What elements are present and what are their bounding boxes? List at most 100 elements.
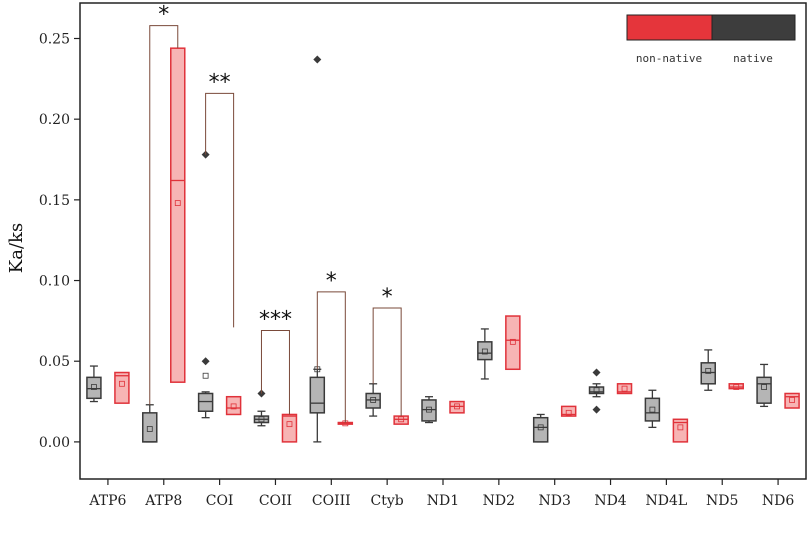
y-tick-label: 0.05 [39,354,70,370]
legend-swatch-native [711,14,796,41]
box-mean-marker [705,367,712,374]
x-tick-label: ND4 [594,493,626,509]
non-native-series [114,47,800,443]
box-mean-marker [565,409,572,416]
y-axis: 0.00 0.05 0.10 0.15 0.20 0.25 [39,31,80,451]
box-mean-marker [202,372,209,379]
x-tick-label: ND4L [646,493,688,509]
outlier-point [592,368,601,377]
box-mean-marker [789,397,795,403]
box-non-native [114,371,130,404]
x-tick-label: ND6 [762,493,794,509]
box-native [253,389,270,427]
box-mean-marker [733,384,740,390]
x-axis: ATP6 ATP8 COI COII COIII Ctyb ND1 ND2 ND3 ND4 ND4L… [88,479,794,509]
box-mean-marker [649,406,656,413]
box-non-native [672,418,689,443]
box-mean-marker [426,406,432,413]
box-iqr [421,399,437,422]
significance-bracket [316,291,346,423]
box-non-native [616,383,633,395]
box-mean-marker [91,384,97,390]
legend-label-non-native: non-native [636,52,702,65]
box-iqr [365,392,381,409]
box-native [477,328,493,380]
box-non-native [505,315,521,371]
box-iqr [170,47,186,383]
significance-bracket [260,330,290,415]
y-tick-label: 0.20 [39,112,70,128]
box-mean-marker [677,424,684,431]
box-non-native [281,413,298,443]
box-iqr [588,386,605,395]
box-iqr [616,383,633,395]
x-tick-label: COII [259,493,292,509]
box-non-native [170,47,186,383]
outlier-point [592,405,601,414]
box-iqr [560,405,577,417]
box-mean-marker [370,397,377,403]
box-native [644,389,661,429]
box-iqr [225,395,242,416]
box-mean-marker [174,200,181,206]
box-non-native [225,395,242,416]
box-native [421,396,437,424]
box-mean-marker [621,385,628,392]
box-mean-marker [230,403,237,410]
x-tick-label: ND2 [483,493,515,509]
box-iqr [644,397,661,422]
box-mean-marker [481,348,488,355]
box-iqr [281,413,298,443]
box-non-native [728,383,744,390]
significance-label: * [158,3,169,28]
x-tick-label: ND3 [538,493,570,509]
plot-frame [79,2,807,480]
box-iqr [142,412,158,443]
significance-bracket [149,25,179,405]
x-tick-label: ATP8 [144,493,182,509]
y-tick-label: 0.25 [39,31,70,47]
box-non-native [449,400,465,414]
box-mean-marker [146,426,153,432]
significance-bracket [372,307,402,417]
box-native [756,363,772,408]
box-mean-marker [119,380,125,387]
x-tick-label: ATP6 [88,493,126,509]
box-iqr [728,383,744,390]
box-iqr [672,418,689,443]
box-mean-marker [286,421,293,428]
box-mean-marker [398,416,405,423]
box-native [142,404,158,443]
box-non-native [393,415,409,425]
y-tick-label: 0.10 [39,274,70,290]
box-native [365,383,381,417]
x-tick-label: COIII [312,493,351,509]
box-iqr [505,315,521,371]
native-series [86,55,772,443]
box-native [700,349,716,391]
box-iqr [197,392,214,412]
y-axis-title: Ka/ks [6,223,27,273]
significance-annotations: ******** [149,3,402,423]
box-iqr [449,400,465,414]
outlier-point [313,55,322,64]
y-tick-label: 0.15 [39,193,70,209]
box-mean-marker [537,424,544,431]
box-iqr [393,415,409,425]
box-native [197,150,214,419]
box-mean-marker [761,384,767,390]
significance-label: ** [209,70,231,95]
legend-label-native: native [733,52,773,65]
significance-label: * [382,285,393,310]
box-iqr [114,371,130,404]
x-tick-label: Ctyb [371,493,404,509]
box-mean-marker [509,338,516,345]
box-mean-marker [593,387,600,394]
y-tick-label: 0.00 [39,435,70,451]
box-iqr [86,376,102,400]
box-native [588,368,605,414]
significance-label: * [326,269,337,294]
box-mean-marker [258,416,265,423]
box-iqr [784,392,800,409]
